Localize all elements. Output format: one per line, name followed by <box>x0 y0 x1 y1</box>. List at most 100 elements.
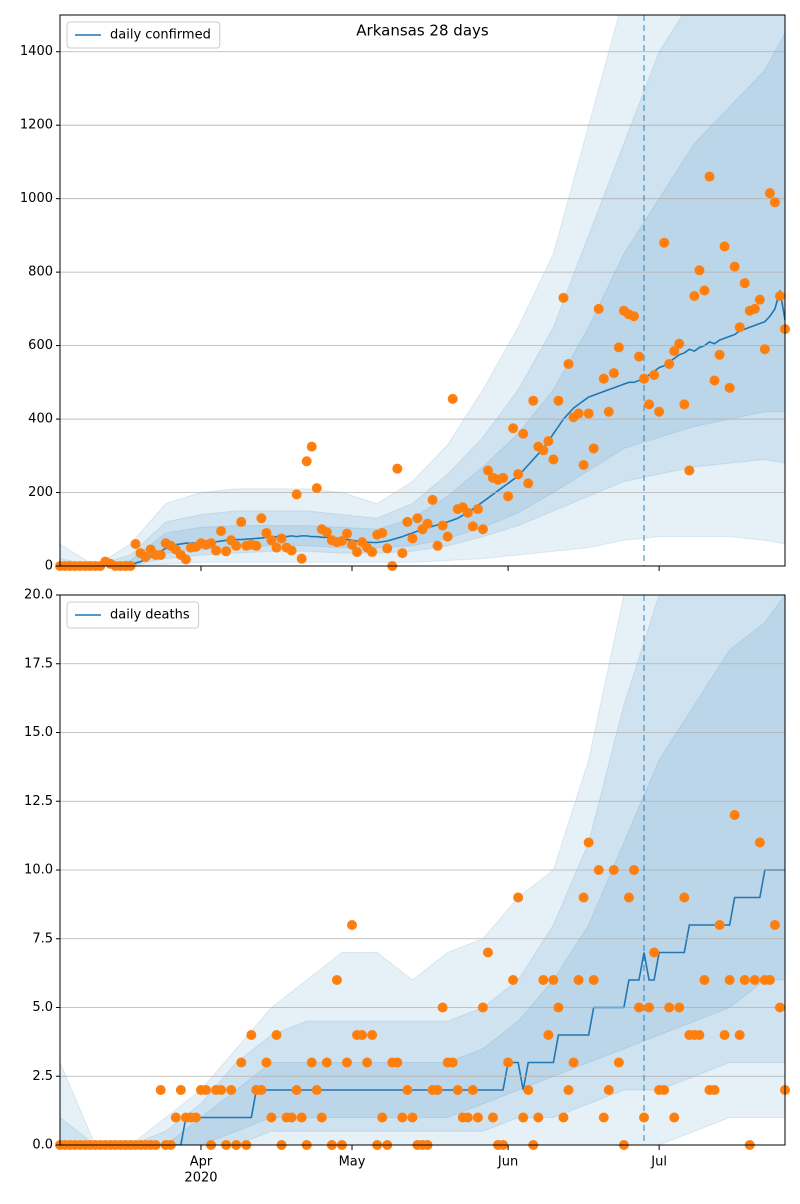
data-point <box>538 975 549 985</box>
data-point <box>774 1002 785 1013</box>
data-point <box>341 1057 352 1068</box>
data-point <box>296 1112 307 1123</box>
legend-label: daily deaths <box>110 608 190 623</box>
data-point <box>588 975 599 985</box>
data-point <box>593 303 604 314</box>
x-tick-label: Apr <box>190 1155 213 1170</box>
data-point <box>301 456 312 467</box>
y-tick-label: 400 <box>28 412 53 427</box>
data-point <box>553 1002 564 1013</box>
data-point <box>477 1002 488 1013</box>
y-tick-label: 1000 <box>20 191 53 206</box>
data-point <box>296 553 307 564</box>
data-point <box>130 538 141 549</box>
data-point <box>598 373 609 384</box>
data-point <box>553 395 564 406</box>
data-point <box>644 1002 655 1013</box>
data-point <box>558 1112 569 1123</box>
data-point <box>392 463 403 474</box>
data-point <box>699 285 710 296</box>
y-tick-label: 600 <box>28 338 53 353</box>
data-point <box>608 865 619 875</box>
data-point <box>583 837 594 848</box>
data-point <box>558 292 569 303</box>
y-tick-label: 0.0 <box>32 1138 53 1153</box>
data-point <box>734 1030 745 1040</box>
x-tick-label: Jun <box>497 1155 518 1170</box>
data-point <box>175 1085 186 1095</box>
data-point <box>749 303 760 314</box>
y-tick-label: 800 <box>28 265 53 280</box>
data-point <box>679 399 690 410</box>
data-point <box>543 1030 554 1040</box>
data-point <box>271 542 282 553</box>
data-point <box>437 520 448 531</box>
data-point <box>548 975 559 985</box>
data-point <box>603 1085 614 1095</box>
data-point <box>669 346 680 357</box>
data-point <box>331 975 342 985</box>
data-point <box>754 294 765 305</box>
data-point <box>427 494 438 505</box>
y-tick-label: 20.0 <box>24 588 53 603</box>
data-point <box>452 1085 463 1095</box>
plot-area <box>60 15 785 566</box>
data-point <box>523 1085 534 1095</box>
data-point <box>201 1085 212 1095</box>
data-point <box>286 1112 297 1123</box>
data-point <box>764 188 775 199</box>
data-point <box>649 947 660 958</box>
data-point <box>613 342 624 353</box>
data-point <box>769 197 780 208</box>
data-point <box>724 382 735 393</box>
data-point <box>623 892 634 903</box>
data-point <box>739 975 750 985</box>
data-point <box>719 241 730 252</box>
data-point <box>407 1112 418 1123</box>
data-point <box>216 1085 227 1095</box>
x-year-label: 2020 <box>184 1171 217 1186</box>
data-point <box>719 1030 730 1040</box>
data-point <box>231 540 242 551</box>
y-tick-label: 1200 <box>20 118 53 133</box>
data-point <box>216 526 227 537</box>
data-point <box>291 1085 302 1095</box>
data-point <box>402 516 413 527</box>
data-point <box>311 1085 322 1095</box>
series-line <box>60 869 785 1145</box>
data-point <box>598 1112 609 1123</box>
data-point <box>498 472 509 483</box>
data-point <box>709 1085 720 1095</box>
data-point <box>734 322 745 333</box>
data-point <box>593 865 604 875</box>
data-point <box>236 1057 247 1068</box>
data-point <box>508 423 519 434</box>
data-point <box>472 1112 483 1123</box>
y-tick-label: 1400 <box>20 44 53 59</box>
data-point <box>573 975 584 985</box>
data-point <box>649 369 660 380</box>
data-point <box>664 358 675 369</box>
data-point <box>503 491 514 502</box>
data-point <box>528 395 539 406</box>
legend-box <box>66 21 221 49</box>
data-point <box>357 1030 368 1040</box>
data-point <box>437 1002 448 1013</box>
data-point <box>508 975 519 985</box>
x-tick-label: May <box>339 1155 366 1170</box>
data-point <box>578 892 589 903</box>
data-point <box>236 516 247 527</box>
data-point <box>367 1030 378 1040</box>
data-point <box>321 1057 332 1068</box>
data-point <box>432 1085 443 1095</box>
data-point <box>397 548 408 559</box>
data-point <box>251 540 262 551</box>
data-point <box>729 810 740 820</box>
legend-box <box>66 601 200 629</box>
y-tick-label: 0 <box>45 559 53 574</box>
data-point <box>467 1085 478 1095</box>
data-point <box>432 540 443 551</box>
data-point <box>679 892 690 903</box>
data-point <box>412 513 423 524</box>
data-point <box>644 399 655 410</box>
